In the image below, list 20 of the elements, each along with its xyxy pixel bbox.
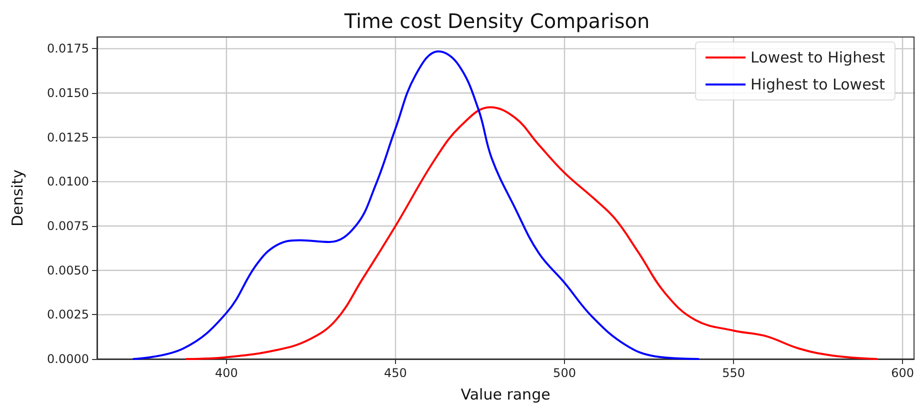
x-tick-label: 500: [553, 366, 576, 380]
x-tick-label: 550: [722, 366, 745, 380]
y-tick-label: 0.0100: [47, 174, 89, 189]
y-tick-label: 0.0175: [47, 42, 89, 56]
legend-label: Highest to Lowest: [750, 76, 886, 94]
x-axis-title: Value range: [460, 386, 550, 404]
legend-label: Lowest to Highest: [750, 48, 886, 66]
x-tick-label: 400: [215, 366, 238, 380]
chart-title: Time cost Density Comparison: [343, 9, 650, 33]
line-series: [186, 106, 878, 360]
line-series: [132, 50, 700, 360]
y-tick-label: 0.0075: [47, 219, 89, 234]
y-tick-label: 0.0125: [47, 130, 89, 144]
y-tick-label: 0.0050: [47, 263, 89, 278]
y-tick-label: 0.0150: [47, 86, 89, 100]
y-tick-label: 0.0025: [47, 308, 89, 322]
y-tick-label: 0.0000: [47, 352, 89, 366]
x-tick-label: 600: [891, 366, 914, 380]
x-tick-label: 450: [384, 366, 407, 380]
y-axis-title: Density: [8, 169, 26, 227]
